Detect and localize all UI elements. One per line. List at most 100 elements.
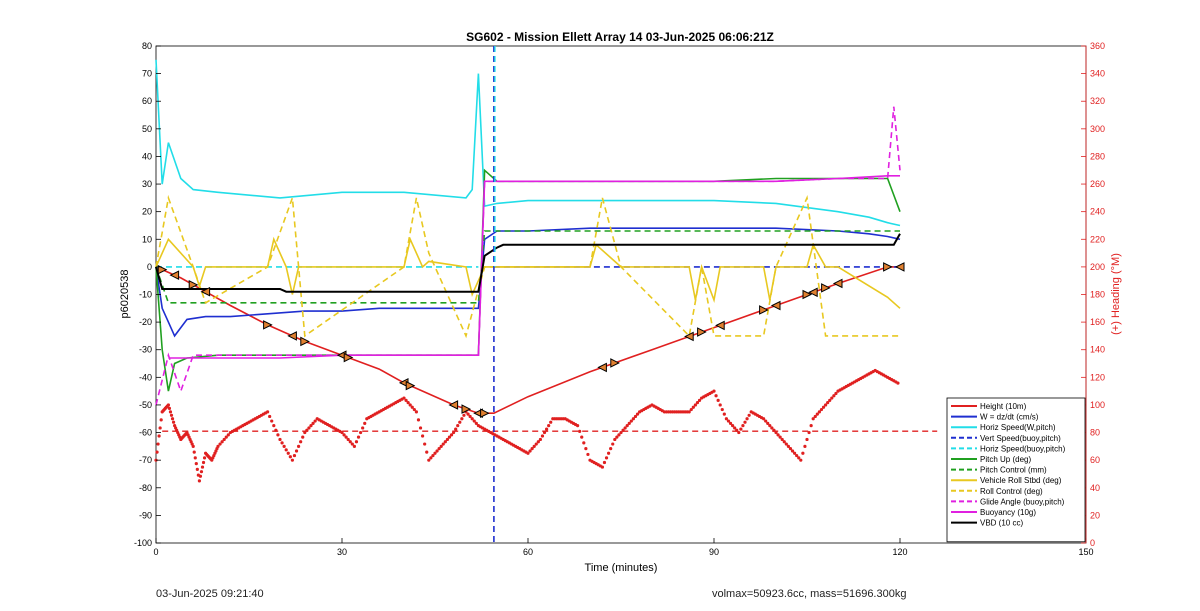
- roll-marker: [697, 327, 707, 337]
- heading-point: [297, 444, 301, 448]
- heading-point: [199, 470, 204, 474]
- heading-point: [766, 421, 770, 425]
- heading-point: [159, 418, 163, 422]
- heading-point: [449, 433, 454, 437]
- heading-point: [830, 396, 834, 400]
- heading-point: [454, 427, 458, 431]
- heading-point: [824, 403, 828, 407]
- heading-point: [220, 440, 224, 444]
- heading-point: [272, 424, 276, 428]
- heading-point: [224, 435, 228, 439]
- roll-marker: [684, 331, 694, 342]
- heading-point: [770, 426, 774, 430]
- heading-point: [266, 410, 270, 414]
- legend-label: Height (10m): [980, 402, 1027, 411]
- y-tick-label-left: 50: [142, 124, 152, 134]
- heading-point: [305, 428, 309, 432]
- heading-point: [896, 381, 900, 385]
- heading-point: [586, 452, 590, 457]
- heading-point: [311, 421, 315, 425]
- heading-point: [793, 451, 797, 455]
- heading-point: [712, 389, 716, 393]
- heading-point: [441, 442, 445, 446]
- heading-point: [468, 414, 472, 419]
- roll-marker: [610, 358, 620, 368]
- y-tick-label-right: 20: [1090, 510, 1100, 520]
- roll-marker: [894, 262, 905, 272]
- heading-point: [155, 450, 159, 454]
- y-tick-label-left: 60: [142, 96, 152, 106]
- heading-point: [445, 437, 449, 442]
- heading-point: [547, 424, 551, 428]
- heading-point: [170, 417, 175, 421]
- heading-point: [728, 421, 733, 425]
- heading-point: [354, 440, 359, 444]
- heading-point: [429, 456, 433, 460]
- heading-point: [278, 437, 282, 442]
- x-tick-label: 30: [337, 547, 347, 557]
- heading-point: [797, 456, 801, 460]
- legend-label: Vehicle Roll Stbd (deg): [980, 476, 1062, 485]
- chart-title: SG602 - Mission Ellett Array 14 03-Jun-2…: [466, 30, 774, 44]
- heading-point: [784, 442, 788, 446]
- y-tick-label-right: 200: [1090, 262, 1105, 272]
- heading-point: [307, 426, 311, 430]
- heading-point: [340, 430, 344, 435]
- heading-point: [772, 428, 776, 432]
- heading-point: [832, 394, 836, 398]
- heading-point: [421, 434, 425, 438]
- y-tick-label-right: 140: [1090, 345, 1105, 355]
- y-tick-label-left: 80: [142, 41, 152, 51]
- legend-label: VBD (10 cc): [980, 519, 1023, 528]
- heading-point: [633, 414, 638, 419]
- heading-point: [697, 398, 702, 402]
- roll-marker: [715, 320, 725, 331]
- heading-point: [216, 444, 220, 448]
- heading-point: [156, 442, 160, 446]
- heading-point: [280, 441, 284, 445]
- heading-point: [526, 451, 530, 455]
- heading-point: [631, 417, 636, 421]
- heading-point: [309, 424, 313, 428]
- legend-label: Vert Speed(buoy,pitch): [980, 434, 1061, 443]
- x-axis-label: Time (minutes): [585, 562, 658, 574]
- heading-point: [361, 426, 365, 430]
- y-tick-label-left: 70: [142, 69, 152, 79]
- y-tick-label-right: 360: [1090, 41, 1105, 51]
- heading-point: [166, 403, 170, 407]
- y-tick-label-left: -50: [139, 400, 152, 410]
- heading-point: [169, 413, 174, 417]
- heading-point: [418, 426, 423, 430]
- heading-point: [167, 406, 172, 410]
- heading-point: [803, 444, 807, 448]
- heading-point: [549, 420, 553, 424]
- x-tick-label: 90: [709, 547, 719, 557]
- heading-point: [218, 442, 222, 446]
- heading-point: [762, 417, 766, 421]
- heading-point: [795, 453, 799, 458]
- heading-point: [716, 398, 720, 402]
- heading-point: [580, 435, 584, 439]
- heading-point: [222, 437, 226, 442]
- heading-point: [817, 410, 822, 414]
- heading-point: [790, 449, 795, 453]
- heading-point: [714, 394, 718, 398]
- heading-point: [416, 418, 421, 422]
- heading-point: [807, 430, 811, 435]
- heading-point: [191, 444, 195, 448]
- heading-point: [635, 412, 640, 416]
- heading-point: [691, 405, 695, 409]
- heading-point: [809, 424, 813, 428]
- heading-point: [274, 428, 278, 432]
- heading-point: [425, 450, 429, 454]
- y-axis-label-left: p6020538: [119, 270, 131, 319]
- heading-point: [788, 447, 793, 451]
- heading-point: [805, 437, 809, 442]
- roll-marker: [343, 352, 354, 363]
- y-tick-label-left: -60: [139, 428, 152, 438]
- roll-marker: [461, 404, 472, 414]
- y-tick-label-right: 220: [1090, 234, 1105, 244]
- heading-point: [194, 462, 198, 466]
- heading-point: [198, 474, 203, 478]
- heading-point: [423, 442, 427, 446]
